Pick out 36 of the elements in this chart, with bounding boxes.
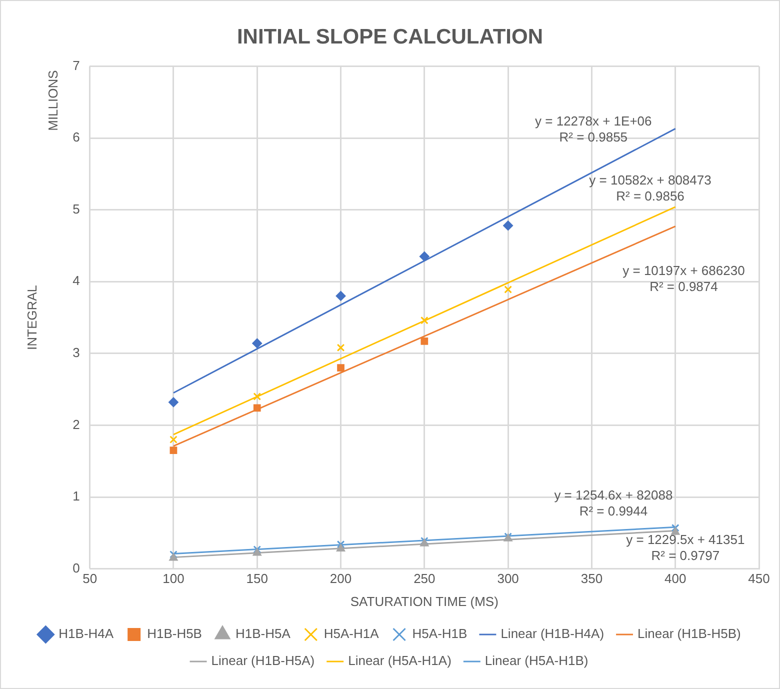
y-tick-label: 5 <box>72 201 80 216</box>
annotation: y = 10197x + 686230 R² = 0.9874 <box>622 262 745 294</box>
y-tick-label: 1 <box>72 488 80 504</box>
x-tick-label: 100 <box>162 571 184 586</box>
y-tick-label: 4 <box>72 273 80 288</box>
legend-label: H1B-H4A <box>58 626 114 642</box>
y-tick-label: 2 <box>72 416 80 432</box>
x-tick-label: 50 <box>82 571 98 586</box>
x-tick-label: 200 <box>330 571 352 586</box>
y-tick-label: 7 <box>72 58 80 73</box>
annotation: y = 1229.5x + 41351 R² = 0.9797 <box>626 532 745 563</box>
annotation: y = 1254.6x + 82088 R² = 0.9944 <box>554 488 673 519</box>
legend-label: Linear (H1B-H4A) <box>500 626 604 642</box>
legend-label: Linear (H5A-H1B) <box>484 653 588 668</box>
chart-title: INITIAL SLOPE CALCULATION <box>236 25 544 48</box>
legend-label: Linear (H1B-H5B) <box>638 626 741 642</box>
x-tick-label: 350 <box>580 571 603 586</box>
x-tick-label: 250 <box>414 571 436 586</box>
legend-label: H5A-H1A <box>324 626 380 642</box>
x-tick-label: 150 <box>246 571 268 586</box>
y-tick-label: 3 <box>72 344 80 360</box>
legend-label: H1B-H5A <box>235 626 291 642</box>
x-tick-label: 400 <box>664 571 686 586</box>
legend-label: Linear (H1B-H5A) <box>211 653 315 668</box>
text: MILLIONS <box>45 70 60 131</box>
y-tick-label: 0 <box>72 560 80 576</box>
x-tick-label: 300 <box>497 571 519 586</box>
y-axis-title: INTEGRAL <box>24 284 40 350</box>
annotation: y = 12278x + 1E+06 R² = 0.9855 <box>535 114 652 145</box>
legend-label: H1B-H5B <box>147 626 202 642</box>
x-tick-label: 450 <box>748 571 770 586</box>
legend-label: Linear (H5A-H1A) <box>348 653 452 668</box>
legend-label: H5A-H1B <box>412 626 468 642</box>
annotation: y = 10582x + 808473 R² = 0.9856 <box>589 172 712 204</box>
x-axis-title: SATURATION TIME (MS) <box>350 594 498 609</box>
y-tick-label: 6 <box>72 130 80 145</box>
